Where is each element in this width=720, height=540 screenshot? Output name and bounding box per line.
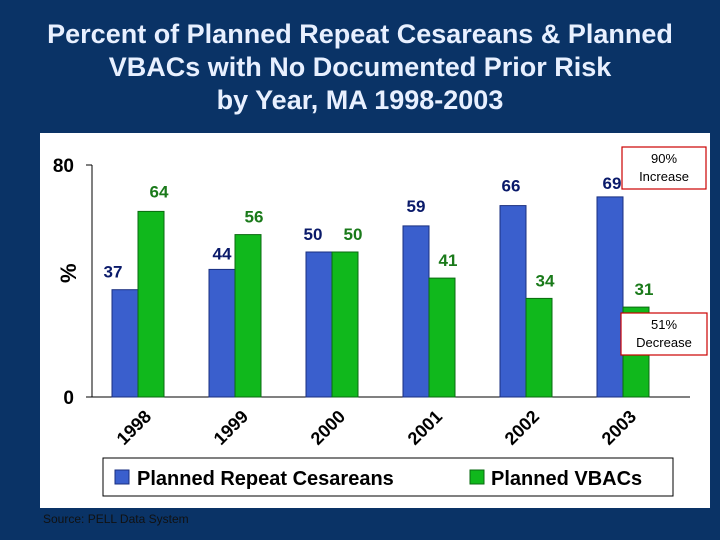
callout-box bbox=[620, 312, 708, 356]
bar-repeat-cesareans-1998 bbox=[111, 289, 139, 398]
data-label-planned-vbacs: 56 bbox=[245, 208, 264, 227]
bar-planned-vbacs-1999 bbox=[234, 234, 262, 398]
callout-line-2: Decrease bbox=[636, 335, 692, 350]
data-label-planned-vbacs: 41 bbox=[439, 251, 458, 270]
callout-line-1: 51% bbox=[651, 317, 677, 332]
legend-label-planned-vbacs: Planned VBACs bbox=[491, 468, 642, 490]
chart-title: Percent of Planned Repeat Cesareans & Pl… bbox=[0, 18, 720, 117]
y-axis-label: % bbox=[56, 263, 81, 283]
x-tick-label: 2001 bbox=[404, 406, 446, 448]
bar-repeat-cesareans-2000 bbox=[305, 251, 333, 398]
title-line-3: by Year, MA 1998-2003 bbox=[216, 85, 504, 115]
callout-line-2: Increase bbox=[639, 169, 689, 184]
data-label-repeat-cesareans: 50 bbox=[304, 225, 323, 244]
title-line-1: Percent of Planned Repeat Cesareans & Pl… bbox=[47, 19, 673, 49]
callout-line-1: 90% bbox=[651, 151, 677, 166]
bar-repeat-cesareans-2002 bbox=[499, 205, 527, 398]
legend-swatch-planned-vbacs bbox=[469, 469, 485, 485]
y-tick-label: 80 bbox=[53, 156, 74, 177]
data-label-planned-vbacs: 31 bbox=[635, 280, 654, 299]
data-label-repeat-cesareans: 44 bbox=[213, 244, 232, 263]
data-label-repeat-cesareans: 59 bbox=[407, 197, 426, 216]
data-label-planned-vbacs: 64 bbox=[150, 182, 169, 201]
x-tick-label: 2000 bbox=[307, 406, 349, 448]
data-label-repeat-cesareans: 69 bbox=[603, 174, 622, 193]
data-label-planned-vbacs: 50 bbox=[344, 225, 363, 244]
source-note: Source: PELL Data System bbox=[43, 512, 189, 526]
legend-swatch-repeat-cesareans bbox=[114, 469, 130, 485]
legend-box bbox=[102, 457, 674, 497]
data-label-repeat-cesareans: 66 bbox=[502, 177, 521, 196]
bar-repeat-cesareans-2003 bbox=[596, 196, 624, 398]
x-tick-label: 2003 bbox=[598, 406, 640, 448]
bar-repeat-cesareans-2001 bbox=[402, 225, 430, 398]
y-tick-label: 0 bbox=[63, 388, 74, 409]
legend-label-repeat-cesareans: Planned Repeat Cesareans bbox=[137, 468, 394, 490]
x-tick-label: 1998 bbox=[113, 406, 155, 448]
bar-repeat-cesareans-1999 bbox=[208, 268, 236, 398]
title-line-2: VBACs with No Documented Prior Risk bbox=[108, 52, 612, 82]
data-label-planned-vbacs: 34 bbox=[536, 271, 555, 290]
x-tick-label: 1999 bbox=[210, 406, 252, 448]
bar-planned-vbacs-2001 bbox=[428, 277, 456, 398]
data-label-repeat-cesareans: 37 bbox=[104, 263, 123, 282]
bar-planned-vbacs-2002 bbox=[525, 297, 553, 398]
bar-planned-vbacs-2000 bbox=[331, 251, 359, 398]
callout-box bbox=[621, 146, 707, 190]
bar-planned-vbacs-1998 bbox=[137, 210, 165, 398]
x-tick-label: 2002 bbox=[501, 406, 543, 448]
